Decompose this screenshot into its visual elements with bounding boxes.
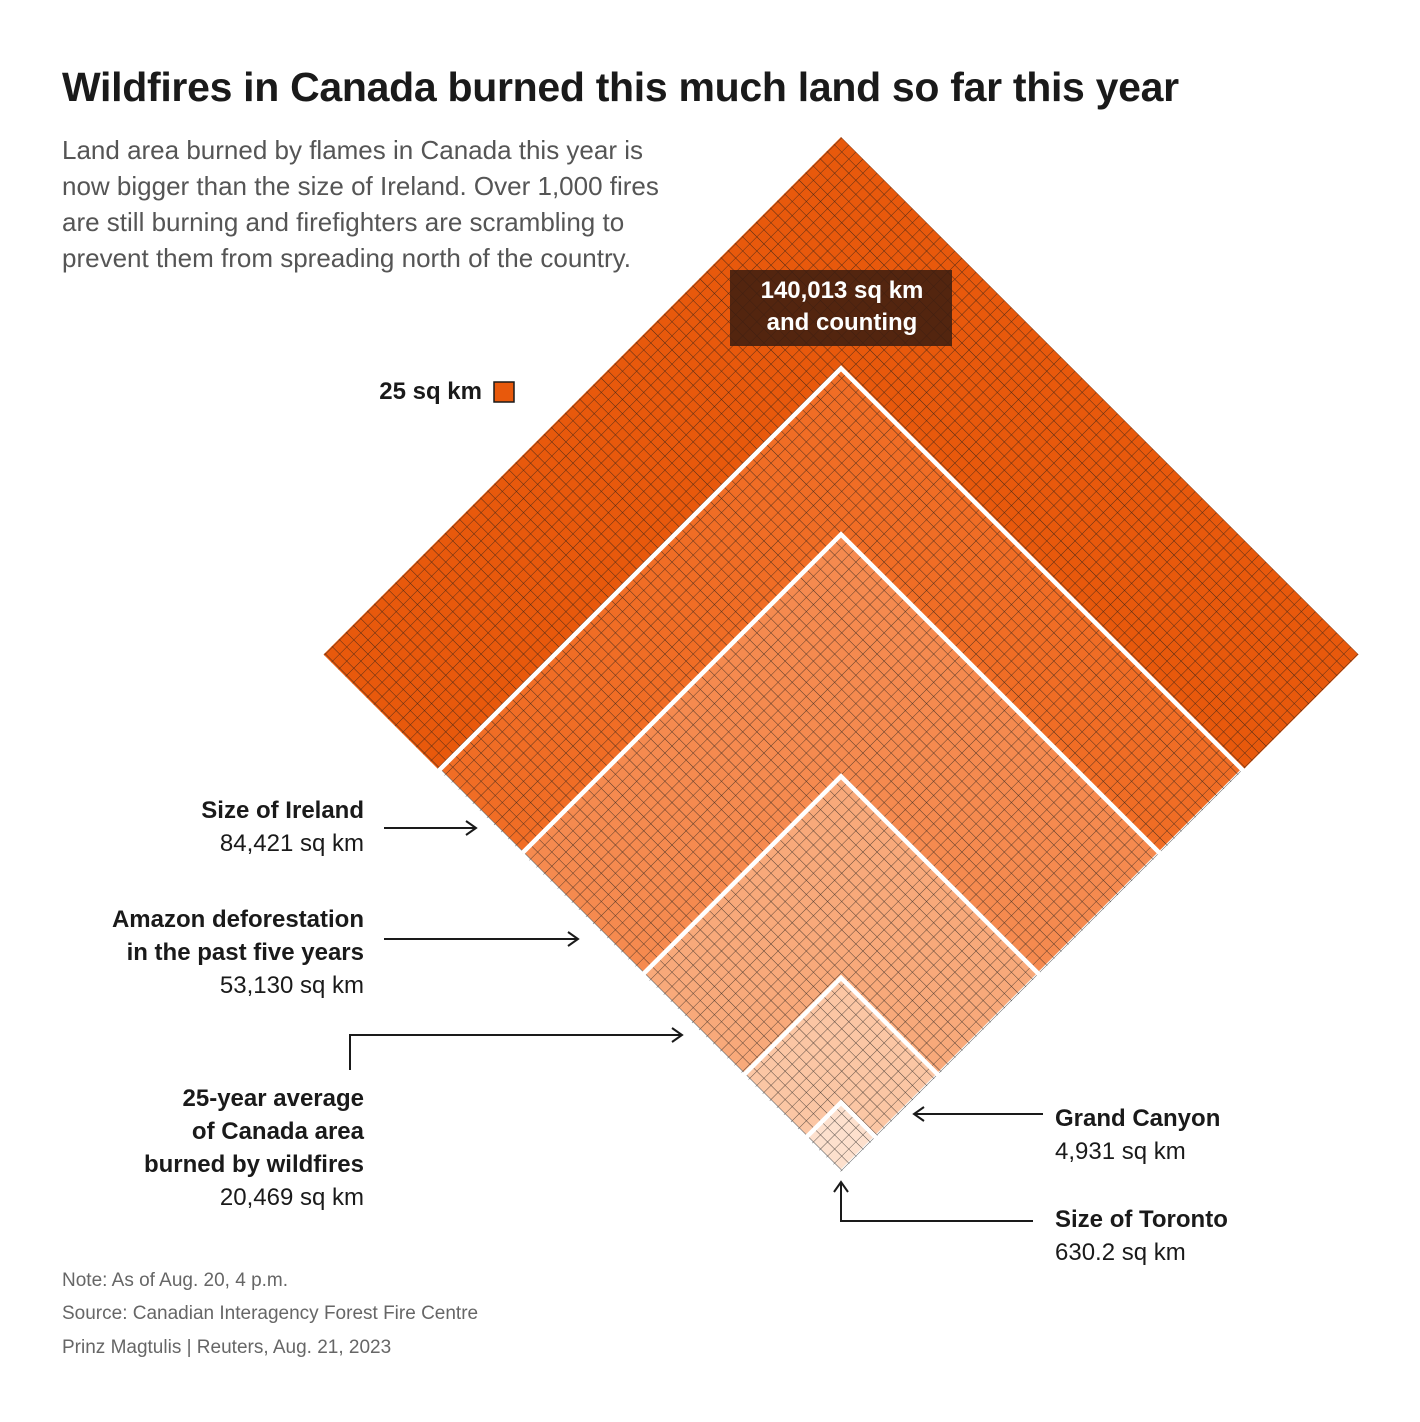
- total-label-background: [730, 270, 952, 346]
- annotation-ireland: Size of Ireland 84,421 sq km: [201, 797, 364, 857]
- footer-credit: Prinz Magtulis | Reuters, Aug. 21, 2023: [62, 1337, 392, 1358]
- page-title: Wildfires in Canada burned this much lan…: [62, 64, 1179, 110]
- arrow-toronto-line: [840, 1195, 1033, 1222]
- annotation-canyon-name: Grand Canyon: [1055, 1105, 1220, 1132]
- annotation-canyon: Grand Canyon 4,931 sq km: [1055, 1105, 1220, 1165]
- arrow-average-line: [349, 1034, 672, 1070]
- diamond-grid-toronto: [806, 1102, 876, 1172]
- annotation-canyon-value: 4,931 sq km: [1055, 1138, 1186, 1165]
- unit-legend-label: 25 sq km: [379, 378, 482, 405]
- nested-diamonds: [323, 137, 1359, 1175]
- unit-legend: 25 sq km: [379, 378, 515, 405]
- footer-source: Source: Canadian Interagency Forest Fire…: [62, 1303, 479, 1324]
- diamond-outline-ireland: [437, 365, 1245, 772]
- annotation-average-name: burned by wildfires: [144, 1151, 364, 1178]
- footer-note: Note: As of Aug. 20, 4 p.m.: [62, 1270, 289, 1291]
- diamond-outline-average: [641, 773, 1041, 976]
- chart-subtitle: Land area burned by flames in Canada thi…: [62, 135, 659, 273]
- diamond-outline-amazon: [520, 531, 1162, 855]
- annotation-amazon-name: Amazon deforestation: [112, 906, 364, 933]
- unit-legend-swatch: [493, 381, 515, 403]
- arrow-average: [660, 1027, 684, 1043]
- annotation-toronto-value: 630.2 sq km: [1055, 1239, 1186, 1266]
- annotation-ireland-name: Size of Ireland: [201, 797, 364, 824]
- annotation-average-name: of Canada area: [192, 1118, 365, 1145]
- annotation-amazon-name: in the past five years: [127, 939, 364, 966]
- annotation-ireland-value: 84,421 sq km: [220, 830, 364, 857]
- annotation-amazon: Amazon deforestation in the past five yea…: [112, 906, 364, 999]
- total-label: 140,013 sq km and counting: [730, 270, 952, 346]
- annotation-toronto: Size of Toronto 630.2 sq km: [1055, 1206, 1228, 1266]
- annotations: Size of Ireland 84,421 sq km Amazon defore…: [112, 797, 1228, 1266]
- arrow-toronto: [833, 1180, 849, 1200]
- annotation-average-value: 20,469 sq km: [220, 1184, 364, 1211]
- annotation-average-name: 25-year average: [183, 1085, 364, 1112]
- arrow-ireland: [384, 820, 478, 836]
- diamond-outline-canyon: [742, 974, 940, 1077]
- arrow-canyon: [912, 1106, 1043, 1122]
- total-caption-label: and counting: [767, 309, 918, 336]
- annotation-average: 25-year average of Canada area burned by w…: [144, 1085, 365, 1211]
- total-value-label: 140,013 sq km: [761, 277, 924, 304]
- annotation-amazon-value: 53,130 sq km: [220, 972, 364, 999]
- annotation-toronto-name: Size of Toronto: [1055, 1206, 1228, 1233]
- diamond-outline-toronto: [804, 1099, 878, 1139]
- arrow-amazon: [384, 931, 580, 947]
